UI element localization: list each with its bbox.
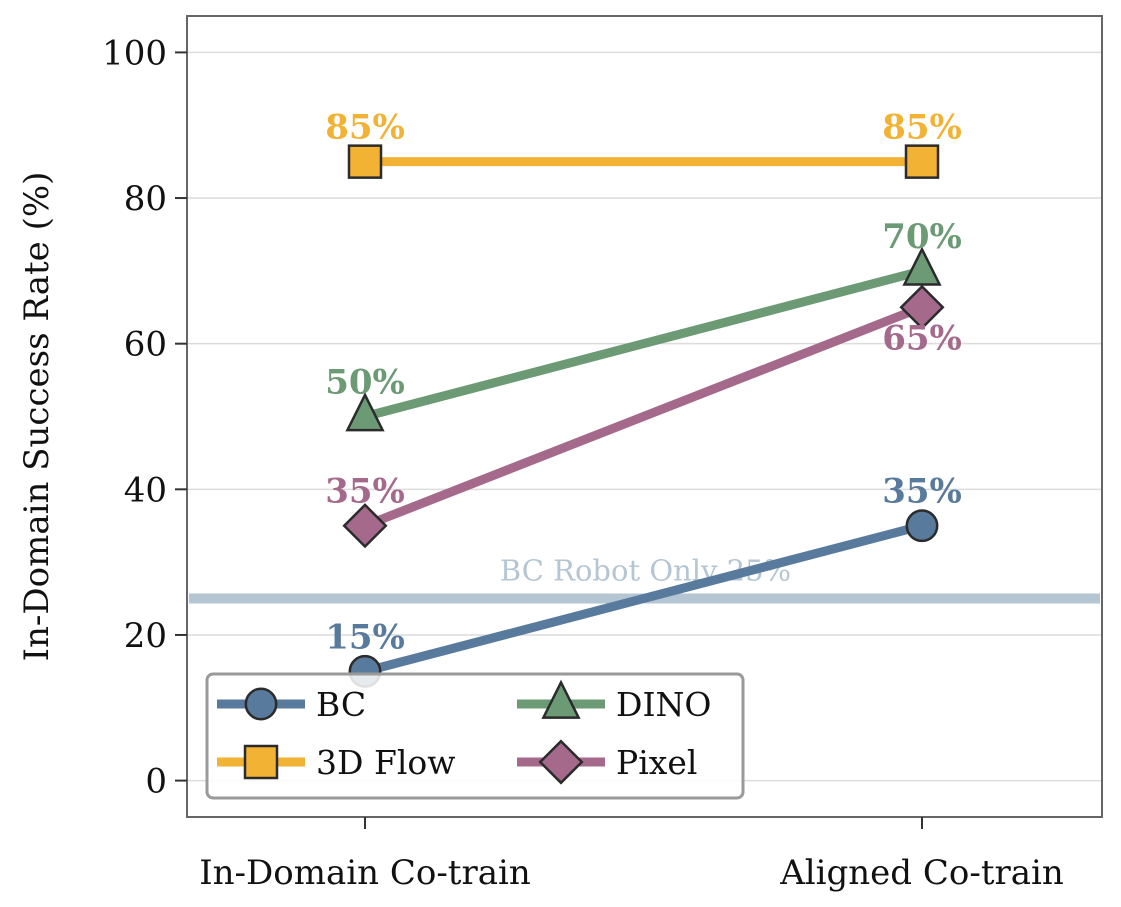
series-line-bc [363, 521, 924, 676]
legend-item-dino: DINO [517, 679, 711, 724]
legend-marker-3d-flow [243, 744, 279, 780]
marker-dino [345, 392, 385, 432]
y-axis-ticks: 0 20 40 60 80 100 [102, 33, 187, 802]
x-tick-label: In-Domain Co-train [199, 853, 531, 893]
data-label-pixel: 65% [882, 318, 962, 358]
series-line-pixel [363, 303, 924, 530]
legend-item-3d-flow: 3D Flow [217, 743, 456, 782]
y-tick-label: 60 [124, 325, 167, 365]
data-label-3d-flow: 85% [882, 108, 962, 148]
y-tick-label: 0 [145, 762, 167, 802]
legend-label-dino: DINO [616, 685, 711, 724]
plot-frame [186, 15, 1103, 818]
marker-3d-flow [347, 144, 383, 179]
marker-3d-flow [904, 144, 940, 179]
series-dino [345, 246, 942, 432]
legend-item-bc: BC [217, 685, 366, 724]
marker-pixel [899, 284, 945, 330]
legend-label-pixel: Pixel [616, 743, 697, 782]
legend-marker-bc [244, 687, 278, 721]
data-label-dino: 70% [882, 217, 962, 257]
series-bc [348, 509, 939, 688]
data-labels-group: 85% 85% 50% 70% 35% 65% 15% 35% [325, 108, 962, 658]
data-label-bc: 35% [882, 472, 962, 512]
series-group [342, 144, 945, 688]
marker-bc [905, 509, 939, 543]
x-axis-ticks: In-Domain Co-train Aligned Co-train [199, 817, 1064, 893]
data-label-3d-flow: 85% [325, 108, 405, 148]
legend-label-bc: BC [316, 685, 366, 724]
data-label-bc: 15% [325, 617, 405, 657]
y-tick-label: 20 [124, 616, 167, 656]
y-tick-label: 100 [102, 33, 167, 73]
legend-label-3d-flow: 3D Flow [316, 743, 456, 782]
legend: BC DINO 3D Flow Pixel [205, 672, 745, 800]
y-axis-title: In-Domain Success Rate (%) [17, 172, 57, 662]
data-label-pixel: 35% [325, 472, 405, 512]
legend-marker-dino [541, 679, 581, 719]
legend-box [205, 672, 745, 800]
marker-pixel [342, 503, 388, 549]
marker-dino [902, 246, 942, 286]
legend-item-pixel: Pixel [517, 739, 697, 785]
x-tick-label: Aligned Co-train [779, 853, 1064, 893]
data-label-dino: 50% [325, 363, 405, 403]
y-tick-label: 40 [124, 470, 167, 510]
legend-marker-pixel [538, 739, 584, 785]
series-line-dino [363, 266, 924, 421]
y-tick-label: 80 [124, 179, 167, 219]
series-3d-flow [347, 144, 940, 179]
series-pixel [342, 284, 945, 549]
